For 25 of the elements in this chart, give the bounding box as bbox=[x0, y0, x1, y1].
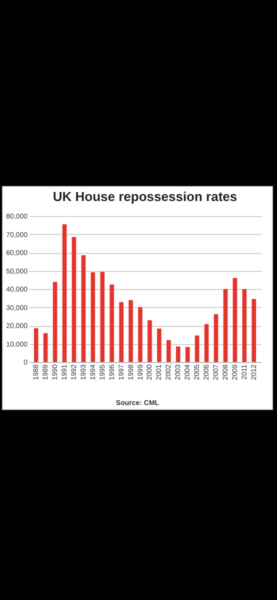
bar bbox=[252, 299, 256, 362]
bar bbox=[157, 328, 162, 362]
bar bbox=[43, 333, 48, 362]
bar bbox=[176, 346, 180, 362]
bar bbox=[62, 224, 67, 362]
bar bbox=[138, 307, 142, 362]
bar bbox=[232, 278, 238, 362]
bar bbox=[110, 284, 114, 362]
bar bbox=[34, 328, 38, 362]
bar bbox=[214, 314, 218, 362]
bar bbox=[166, 340, 171, 362]
bar bbox=[72, 236, 76, 362]
bar bbox=[148, 320, 152, 362]
bar bbox=[119, 302, 124, 362]
bar bbox=[90, 272, 96, 362]
bar bbox=[185, 347, 190, 362]
bar bbox=[81, 255, 86, 362]
bar bbox=[204, 324, 209, 362]
bar bbox=[100, 272, 105, 362]
chart-title: UK House repossession rates bbox=[52, 189, 238, 204]
bar bbox=[52, 282, 58, 362]
bar bbox=[223, 289, 228, 362]
bar bbox=[128, 300, 133, 362]
bar bbox=[242, 289, 247, 362]
bar bbox=[194, 336, 200, 362]
